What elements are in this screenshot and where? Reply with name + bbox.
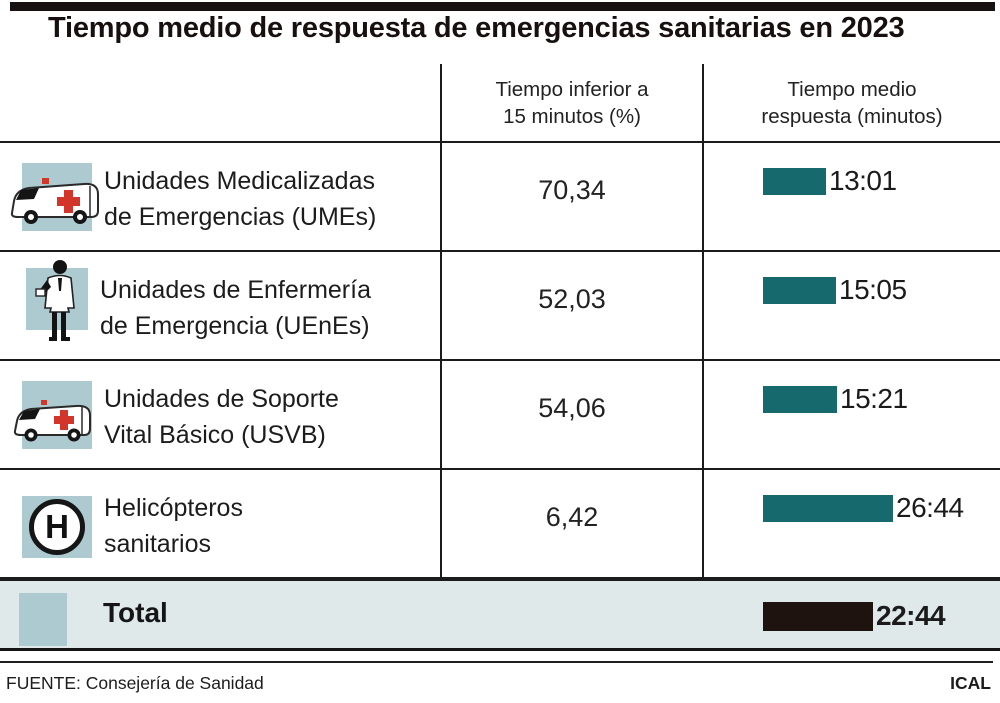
- time-bar-group: 15:21: [763, 383, 1000, 415]
- percent-value: 54,06: [538, 393, 606, 423]
- time-bar-group: 13:01: [763, 165, 1000, 197]
- usvb-time-cell: 15:21: [702, 361, 1000, 468]
- time-value: 13:01: [829, 165, 897, 196]
- row-label: Unidades de Soporte Vital Básico (USVB): [104, 361, 339, 468]
- uenes-percent-cell: 52,03: [440, 252, 702, 359]
- row-label-line2: Vital Básico (USVB): [104, 421, 326, 449]
- uenes-label-cell: Unidades de Enfermería de Emergencia (UE…: [0, 252, 440, 359]
- time-value: 15:05: [839, 274, 907, 305]
- data-table: Tiempo inferior a 15 minutos (%) Tiempo …: [0, 64, 1000, 694]
- percent-value: 6,42: [545, 502, 599, 532]
- total-time-bar: [763, 601, 873, 631]
- row-label-line1: Helicópteros: [104, 494, 243, 522]
- column-header-time-line2: respuesta (minutos): [761, 105, 943, 128]
- footer-rule: [0, 661, 993, 663]
- nurse-icon: [26, 260, 88, 341]
- source-text: FUENTE: Consejería de Sanidad: [6, 673, 264, 693]
- total-time-value: 22:44: [876, 600, 946, 631]
- helicopteros-label-cell: H Helicópteros sanitarios: [0, 470, 440, 577]
- column-header-time-line1: Tiempo medio: [787, 78, 917, 101]
- row-label-line1: Unidades Medicalizadas: [104, 167, 375, 195]
- column-header-time: Tiempo medio respuesta (minutos): [704, 64, 1000, 130]
- column-header-percent-line2: 15 minutos (%): [503, 105, 641, 128]
- helicopteros-percent-cell: 6,42: [440, 470, 702, 577]
- total-legend-square: [19, 593, 67, 646]
- time-bar: [763, 494, 893, 522]
- table-row-helicopteros: H Helicópteros sanitarios 6,42 26:44: [0, 470, 1000, 579]
- helipad-icon: H: [22, 496, 92, 558]
- table-row-usvb: Unidades de Soporte Vital Básico (USVB) …: [0, 361, 1000, 470]
- row-label-line2: sanitarios: [104, 530, 211, 558]
- helipad-letter: H: [29, 499, 85, 555]
- row-label-line2: de Emergencia (UEnEs): [100, 312, 370, 340]
- time-value: 26:44: [896, 492, 964, 523]
- table-row-umes: Unidades Medicalizadas de Emergencias (U…: [0, 143, 1000, 252]
- time-bar-group: 26:44: [763, 492, 1000, 524]
- ambulance-icon: [10, 163, 99, 231]
- percent-value: 52,03: [538, 284, 606, 314]
- total-bar-group: 22:44: [763, 600, 946, 632]
- row-label-line1: Unidades de Enfermería: [100, 276, 371, 304]
- agency-credit: ICAL: [950, 673, 991, 693]
- row-label: Helicópteros sanitarios: [104, 470, 243, 577]
- footer-gap: [0, 651, 1000, 661]
- time-bar: [763, 385, 837, 413]
- usvb-label-cell: Unidades de Soporte Vital Básico (USVB): [0, 361, 440, 468]
- column-percent-header-cell: Tiempo inferior a 15 minutos (%): [440, 64, 702, 141]
- row-label: Unidades de Enfermería de Emergencia (UE…: [100, 252, 371, 359]
- helicopteros-time-cell: 26:44: [702, 470, 1000, 577]
- umes-label-cell: Unidades Medicalizadas de Emergencias (U…: [0, 143, 440, 250]
- ambulance-basic-icon: [13, 381, 92, 449]
- umes-time-cell: 13:01: [702, 143, 1000, 250]
- row-label-line1: Unidades de Soporte: [104, 385, 339, 413]
- footer: FUENTE: Consejería de Sanidad ICAL: [0, 663, 1000, 694]
- table-row-uenes: Unidades de Enfermería de Emergencia (UE…: [0, 252, 1000, 361]
- percent-value: 70,34: [538, 175, 606, 205]
- row-label: Unidades Medicalizadas de Emergencias (U…: [104, 143, 376, 250]
- column-header-percent: Tiempo inferior a 15 minutos (%): [442, 64, 702, 130]
- uenes-time-cell: 15:05: [702, 252, 1000, 359]
- umes-percent-cell: 70,34: [440, 143, 702, 250]
- usvb-percent-cell: 54,06: [440, 361, 702, 468]
- column-header-percent-line1: Tiempo inferior a: [495, 78, 649, 101]
- time-bar-group: 15:05: [763, 274, 1000, 306]
- table-row-total: Total 22:44: [0, 579, 1000, 651]
- total-label: Total: [103, 597, 168, 628]
- chart-title: Tiempo medio de respuesta de emergencias…: [48, 12, 905, 44]
- column-time-header-cell: Tiempo medio respuesta (minutos): [702, 64, 1000, 141]
- header-spacer: [0, 64, 440, 141]
- time-value: 15:21: [840, 383, 908, 414]
- row-label-line2: de Emergencias (UMEs): [104, 203, 377, 231]
- title-top-rule: [10, 2, 995, 11]
- time-bar: [763, 167, 826, 195]
- time-bar: [763, 276, 836, 304]
- table-header-row: Tiempo inferior a 15 minutos (%) Tiempo …: [0, 64, 1000, 143]
